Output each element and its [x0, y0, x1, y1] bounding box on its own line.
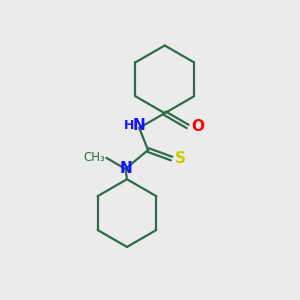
Text: N: N [133, 118, 146, 133]
Text: N: N [119, 161, 132, 176]
Text: CH₃: CH₃ [83, 152, 105, 164]
Text: O: O [191, 119, 205, 134]
Text: S: S [175, 151, 186, 166]
Text: H: H [124, 119, 134, 132]
